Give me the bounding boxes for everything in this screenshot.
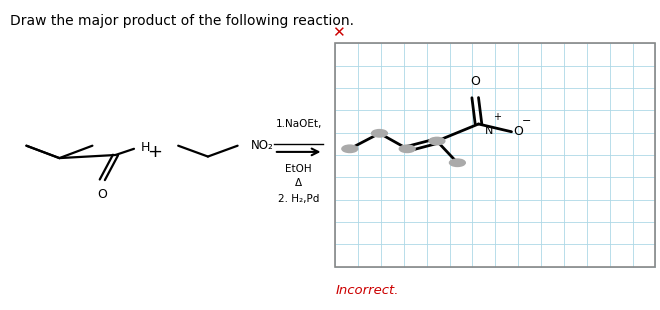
Text: +: + <box>493 113 501 122</box>
Text: Draw the major product of the following reaction.: Draw the major product of the following … <box>10 14 354 28</box>
Circle shape <box>399 145 415 153</box>
Text: EtOH: EtOH <box>285 164 312 174</box>
Circle shape <box>342 145 358 153</box>
Text: Δ: Δ <box>295 178 302 188</box>
Text: N: N <box>485 126 494 136</box>
Text: NO₂: NO₂ <box>251 139 274 152</box>
Text: H: H <box>141 141 150 154</box>
Text: O: O <box>513 125 523 138</box>
Text: ✕: ✕ <box>332 25 345 40</box>
Text: +: + <box>148 143 162 161</box>
Circle shape <box>429 137 445 145</box>
Text: O: O <box>98 188 107 201</box>
Text: 1.NaOEt,: 1.NaOEt, <box>275 119 322 129</box>
Text: Incorrect.: Incorrect. <box>335 284 399 297</box>
Text: 2. H₂,Pd: 2. H₂,Pd <box>278 194 319 204</box>
Text: O: O <box>471 75 480 88</box>
Circle shape <box>372 130 387 137</box>
Circle shape <box>449 159 465 166</box>
Text: −: − <box>522 116 531 126</box>
Bar <box>335 43 655 267</box>
Bar <box>335 43 655 267</box>
